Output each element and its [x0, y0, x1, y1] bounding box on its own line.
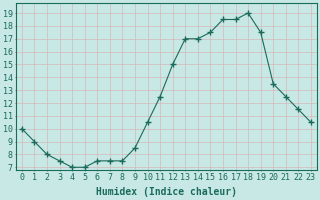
X-axis label: Humidex (Indice chaleur): Humidex (Indice chaleur) [96, 187, 237, 197]
